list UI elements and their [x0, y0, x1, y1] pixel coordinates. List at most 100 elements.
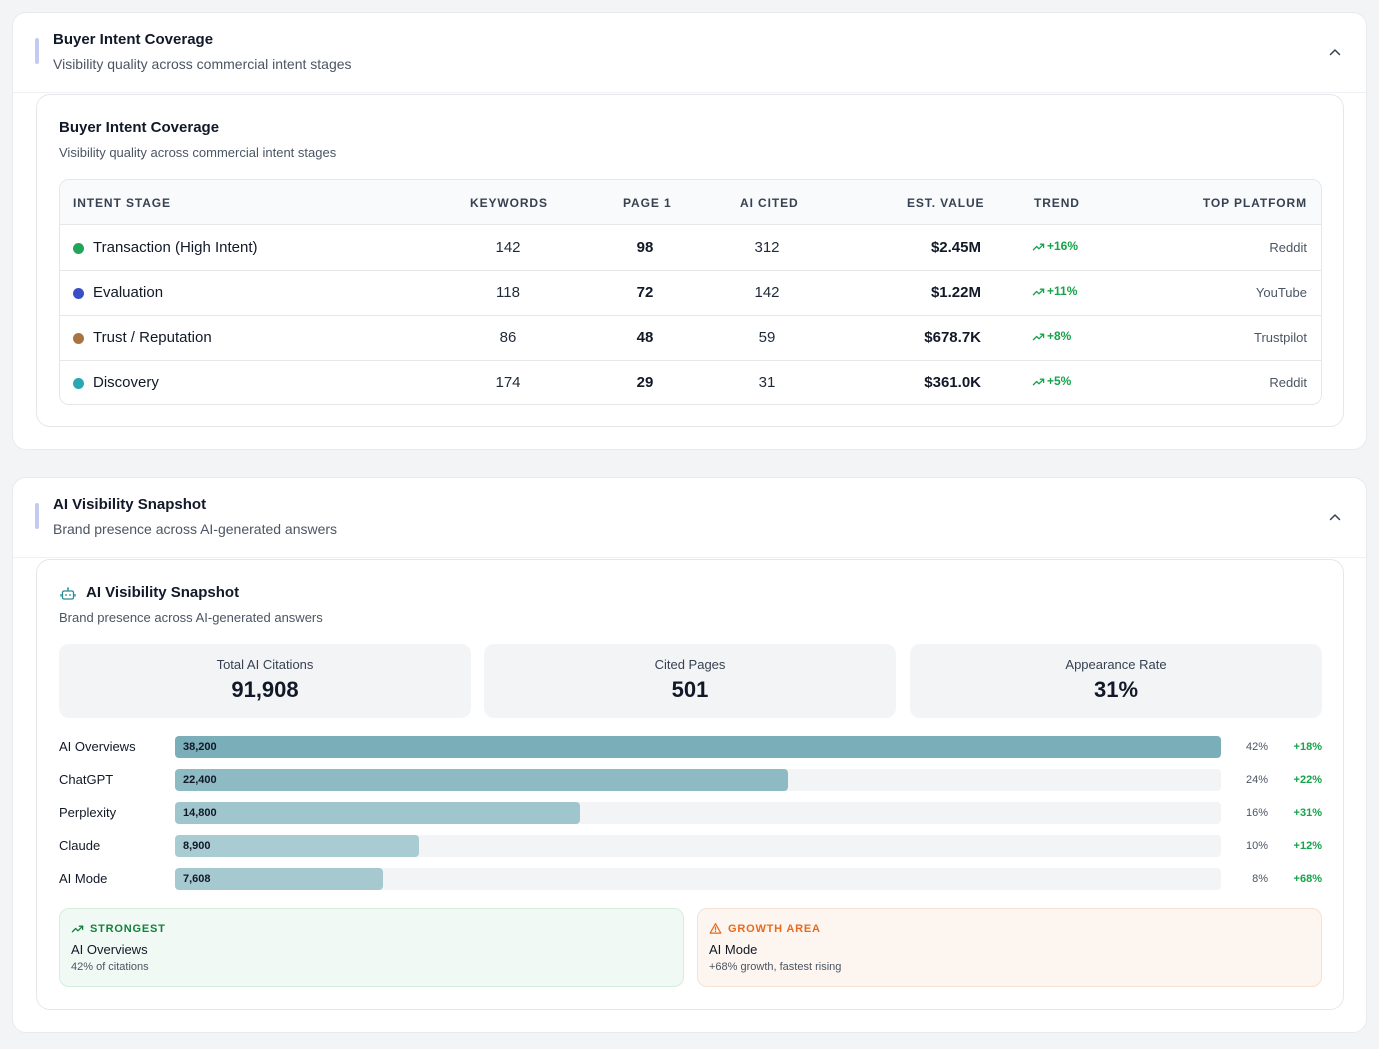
bar-fill: [175, 835, 419, 857]
stage-color-dot: [73, 378, 84, 389]
stat-label: Cited Pages: [654, 657, 726, 672]
growth-percent: +22%: [1293, 774, 1322, 786]
table-row[interactable]: Transaction (High Intent) 142 98 312 $2.45M +…: [60, 226, 1321, 271]
card-title: Buyer Intent Coverage: [59, 119, 220, 136]
stage-name: Transaction (High Intent): [93, 239, 258, 256]
keywords-value: 118: [496, 284, 520, 301]
chevron-up-icon[interactable]: [1326, 508, 1344, 526]
top-platform-value: Reddit: [1269, 375, 1307, 390]
share-percent: 24%: [1245, 774, 1268, 786]
bar-value-label: 8,900: [183, 840, 211, 852]
platform-bar-row: Claude 8,900 10% +12%: [59, 835, 1322, 857]
bar-value-label: 7,608: [183, 873, 211, 885]
bar-fill: [175, 736, 1221, 758]
card-title: AI Visibility Snapshot: [86, 584, 240, 601]
platform-bar-row: ChatGPT 22,400 24% +22%: [59, 769, 1322, 791]
page1-value: 72: [636, 284, 654, 301]
robot-icon: [60, 587, 76, 600]
platform-name: Claude: [59, 838, 101, 853]
stage-color-dot: [73, 243, 84, 254]
table-row[interactable]: Discovery 174 29 31 $361.0K +5% Reddit: [60, 361, 1321, 404]
col-trend: TREND: [1034, 196, 1080, 210]
bar-fill: [175, 868, 383, 890]
stage-color-dot: [73, 288, 84, 299]
bar-value-label: 38,200: [183, 741, 217, 753]
growth-percent: +31%: [1293, 807, 1322, 819]
insight-title: AI Mode: [709, 942, 758, 957]
card-subtitle: Visibility quality across commercial int…: [59, 145, 337, 160]
intent-panel: Buyer Intent Coverage Visibility quality…: [12, 12, 1367, 450]
keywords-value: 142: [495, 239, 521, 256]
growth-area-insight-card: GROWTH AREA AI Mode +68% growth, fastest…: [697, 908, 1322, 987]
stat-total-citations: Total AI Citations 91,908: [59, 644, 471, 718]
panel-subtitle: Brand presence across AI-generated answe…: [53, 521, 338, 537]
trending-up-icon: [1032, 288, 1045, 295]
platform-name: Perplexity: [59, 805, 117, 820]
stat-value: 501: [671, 677, 709, 702]
col-page1: PAGE 1: [623, 196, 672, 210]
col-intent-stage: INTENT STAGE: [73, 196, 171, 210]
page1-value: 29: [636, 374, 654, 391]
stat-value: 91,908: [231, 677, 299, 702]
stat-appearance-rate: Appearance Rate 31%: [910, 644, 1322, 718]
top-platform-value: YouTube: [1255, 285, 1307, 300]
stage-name: Evaluation: [93, 284, 164, 301]
ai-cited-value: 142: [754, 284, 780, 301]
bar-track: 14,800: [175, 802, 1221, 824]
bar-track: 38,200: [175, 736, 1221, 758]
ai-panel-header[interactable]: AI Visibility Snapshot Brand presence ac…: [13, 478, 1366, 558]
stat-cited-pages: Cited Pages 501: [484, 644, 896, 718]
card-subtitle: Brand presence across AI-generated answe…: [59, 610, 323, 625]
header-accent-bar: [35, 38, 39, 64]
est-value: $1.22M: [930, 284, 981, 301]
trending-up-icon: [71, 925, 84, 933]
bar-track: 8,900: [175, 835, 1221, 857]
header-accent-bar: [35, 503, 39, 529]
top-platform-value: Trustpilot: [1254, 330, 1307, 345]
trending-up-icon: [1032, 378, 1045, 385]
share-percent: 16%: [1245, 807, 1268, 819]
bar-fill: [175, 802, 580, 824]
insight-tag: GROWTH AREA: [709, 922, 821, 935]
bar-track: 22,400: [175, 769, 1221, 791]
ai-cited-value: 31: [758, 374, 776, 391]
trend-label: +8%: [1047, 329, 1072, 343]
share-percent: 8%: [1252, 873, 1268, 885]
table-row[interactable]: Trust / Reputation 86 48 59 $678.7K +8% Trustp…: [60, 316, 1321, 361]
trend-label: +11%: [1047, 284, 1078, 298]
bar-value-label: 14,800: [183, 807, 217, 819]
chevron-up-icon[interactable]: [1326, 43, 1344, 61]
share-percent: 10%: [1245, 840, 1268, 852]
warning-triangle-icon: [709, 923, 722, 934]
stat-label: Total AI Citations: [216, 657, 314, 672]
insight-title: AI Overviews: [71, 942, 148, 957]
platform-name: AI Mode: [59, 871, 108, 886]
ai-cited-value: 59: [758, 329, 776, 346]
est-value: $2.45M: [930, 239, 981, 256]
panel-subtitle: Visibility quality across commercial int…: [53, 56, 352, 72]
intent-card: Buyer Intent Coverage Visibility quality…: [36, 94, 1344, 427]
platform-name: AI Overviews: [59, 739, 136, 754]
insight-tag-label: GROWTH AREA: [728, 922, 821, 935]
table-row[interactable]: Evaluation 118 72 142 $1.22M +11% YouTube: [60, 271, 1321, 316]
table-header: INTENT STAGE KEYWORDS PAGE 1 AI CITED ES…: [60, 180, 1321, 225]
stage-color-dot: [73, 333, 84, 344]
stage-name: Trust / Reputation: [93, 329, 212, 346]
growth-percent: +68%: [1293, 873, 1322, 885]
keywords-value: 174: [495, 374, 521, 391]
col-est-value: EST. VALUE: [907, 196, 985, 210]
platform-bar-row: AI Overviews 38,200 42% +18%: [59, 736, 1322, 758]
bar-fill: [175, 769, 788, 791]
share-percent: 42%: [1245, 741, 1268, 753]
est-value: $678.7K: [924, 329, 981, 346]
trending-up-icon: [1032, 333, 1045, 340]
intent-panel-header[interactable]: Buyer Intent Coverage Visibility quality…: [13, 13, 1366, 93]
trending-up-icon: [1032, 243, 1045, 250]
trend-value: +16%: [1032, 239, 1078, 253]
page1-value: 48: [636, 329, 654, 346]
col-ai-cited: AI CITED: [740, 196, 799, 210]
growth-percent: +12%: [1293, 840, 1322, 852]
trend-value: +8%: [1032, 329, 1071, 343]
ai-card: AI Visibility Snapshot Brand presence ac…: [36, 559, 1344, 1010]
top-platform-value: Reddit: [1269, 240, 1307, 255]
